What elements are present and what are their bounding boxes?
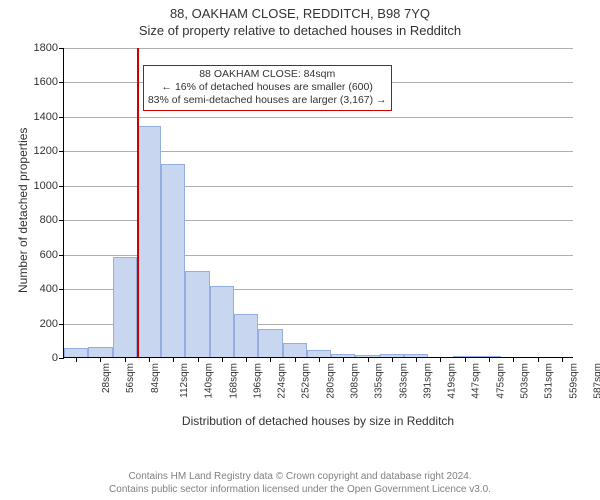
annotation-line: 83% of semi-detached houses are larger (… xyxy=(148,94,387,107)
histogram-bar xyxy=(283,343,307,357)
footer-attribution: Contains HM Land Registry data © Crown c… xyxy=(0,470,600,496)
xtick-mark xyxy=(100,357,101,362)
xtick-label: 168sqm xyxy=(228,363,239,399)
xtick-label: 252sqm xyxy=(301,363,312,399)
annotation-line: ← 16% of detached houses are smaller (60… xyxy=(148,81,387,94)
xtick-mark xyxy=(149,357,150,362)
histogram-bar xyxy=(137,126,161,357)
histogram-bar xyxy=(185,271,209,357)
xtick-mark xyxy=(489,357,490,362)
ytick-label: 400 xyxy=(40,283,64,295)
xtick-mark xyxy=(125,357,126,362)
marker-line xyxy=(137,48,139,357)
gridline xyxy=(64,48,573,49)
xtick-label: 335sqm xyxy=(374,363,385,399)
xtick-label: 28sqm xyxy=(101,363,112,393)
xtick-label: 475sqm xyxy=(495,363,506,399)
xtick-label: 196sqm xyxy=(252,363,263,399)
annotation-box: 88 OAKHAM CLOSE: 84sqm← 16% of detached … xyxy=(143,65,392,110)
histogram-bar xyxy=(161,164,185,357)
xtick-mark xyxy=(173,357,174,362)
xtick-label: 112sqm xyxy=(179,363,190,398)
xtick-label: 140sqm xyxy=(204,363,215,399)
histogram-bar xyxy=(210,286,234,357)
xtick-mark xyxy=(270,357,271,362)
histogram-bar xyxy=(234,314,258,357)
xtick-label: 587sqm xyxy=(592,363,600,399)
title-line-2: Size of property relative to detached ho… xyxy=(0,21,600,42)
ytick-label: 800 xyxy=(40,214,64,226)
xtick-label: 56sqm xyxy=(125,363,136,393)
annotation-line: 88 OAKHAM CLOSE: 84sqm xyxy=(148,68,387,81)
xtick-mark xyxy=(440,357,441,362)
footer-line-2: Contains public sector information licen… xyxy=(0,483,600,496)
xtick-label: 503sqm xyxy=(520,363,531,399)
ytick-label: 1600 xyxy=(34,76,64,88)
plot-area: 02004006008001000120014001600180028sqm56… xyxy=(63,48,573,358)
xtick-mark xyxy=(562,357,563,362)
ytick-label: 1800 xyxy=(34,42,64,54)
xtick-label: 531sqm xyxy=(544,363,555,399)
gridline xyxy=(64,117,573,118)
footer-line-1: Contains HM Land Registry data © Crown c… xyxy=(0,470,600,483)
xtick-mark xyxy=(513,357,514,362)
xtick-mark xyxy=(319,357,320,362)
histogram-bar xyxy=(307,350,331,357)
xtick-label: 559sqm xyxy=(568,363,579,399)
xtick-mark xyxy=(392,357,393,362)
xtick-label: 391sqm xyxy=(422,363,433,399)
xtick-mark xyxy=(465,357,466,362)
y-axis-label: Number of detached properties xyxy=(16,128,30,293)
xtick-mark xyxy=(368,357,369,362)
xtick-label: 280sqm xyxy=(325,363,336,399)
xtick-mark xyxy=(198,357,199,362)
histogram-bar xyxy=(88,347,112,357)
ytick-label: 1400 xyxy=(34,111,64,123)
chart-container: 0 200 400 600 800 1000 1200 1400 1600 1800 28sqm 56… xyxy=(0,42,600,452)
xtick-mark xyxy=(538,357,539,362)
histogram-bar xyxy=(258,329,282,357)
xtick-mark xyxy=(343,357,344,362)
xtick-label: 224sqm xyxy=(277,363,288,399)
xtick-mark xyxy=(222,357,223,362)
xtick-mark xyxy=(295,357,296,362)
xtick-mark xyxy=(76,357,77,362)
xtick-label: 84sqm xyxy=(150,363,161,393)
xtick-label: 363sqm xyxy=(398,363,409,399)
histogram-bar xyxy=(64,348,88,357)
ytick-label: 1000 xyxy=(34,180,64,192)
xtick-label: 308sqm xyxy=(350,363,361,399)
ytick-label: 0 xyxy=(52,352,64,364)
x-axis-label: Distribution of detached houses by size … xyxy=(63,414,573,428)
xtick-mark xyxy=(416,357,417,362)
xtick-label: 419sqm xyxy=(447,363,458,399)
xtick-label: 447sqm xyxy=(471,363,482,399)
title-line-1: 88, OAKHAM CLOSE, REDDITCH, B98 7YQ xyxy=(0,0,600,21)
ytick-label: 600 xyxy=(40,249,64,261)
ytick-label: 1200 xyxy=(34,145,64,157)
histogram-bar xyxy=(113,257,137,357)
xtick-mark xyxy=(246,357,247,362)
ytick-label: 200 xyxy=(40,318,64,330)
